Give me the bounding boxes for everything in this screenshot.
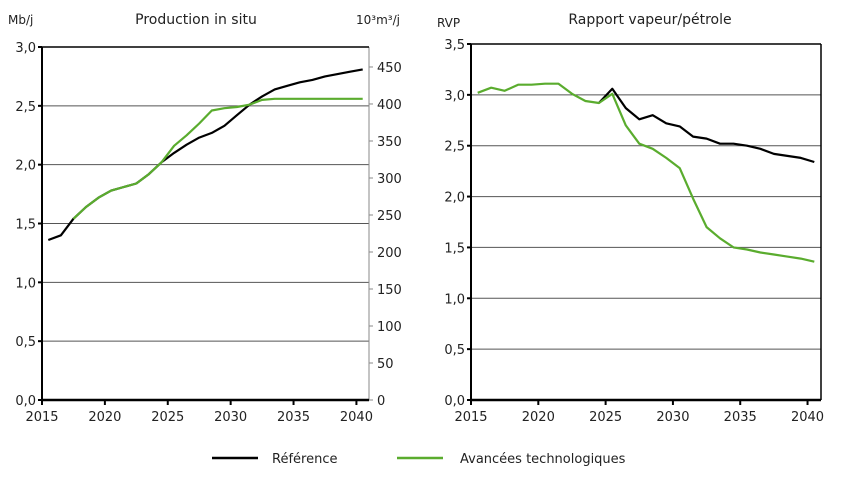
- x-tick-label: 2035: [277, 410, 310, 425]
- series-line-reference: [47, 68, 363, 242]
- chart-0: 0,0 0,5 1,0 1,5 2,0 2,5 3,0 0 50 100 150 200 250 300 3…: [15, 41, 402, 425]
- y-tick-label: 2,0: [444, 191, 465, 206]
- series-line-reference: [598, 87, 815, 164]
- y-tick-label: 0,0: [15, 394, 36, 409]
- y-tick-label: 0,5: [15, 335, 36, 350]
- right-y-axis-label: RVP: [437, 16, 460, 30]
- y-tick-label: 1,5: [444, 241, 465, 256]
- y-tick-label: 2,5: [15, 100, 36, 115]
- legend-label-reference: Référence: [272, 452, 337, 467]
- x-tick-label: 2020: [88, 410, 121, 425]
- series-line-avancees: [72, 97, 363, 220]
- y2-tick-label: 0: [377, 394, 385, 409]
- x-tick-label: 2030: [214, 410, 247, 425]
- y-tick-label: 2,0: [15, 159, 36, 174]
- y-tick-label: 3,5: [444, 38, 465, 53]
- y-tick-label: 0,0: [444, 394, 465, 409]
- y-tick-label: 3,0: [15, 41, 36, 56]
- y2-tick-label: 50: [377, 357, 394, 372]
- x-tick-label: 2015: [454, 410, 487, 425]
- y2-tick-label: 450: [377, 61, 402, 76]
- x-tick-label: 2015: [25, 410, 58, 425]
- series-line-avancees: [477, 82, 815, 263]
- x-tick-label: 2025: [589, 410, 622, 425]
- y2-tick-label: 150: [377, 283, 402, 298]
- x-tick-label: 2030: [656, 410, 689, 425]
- legend-label-avancees: Avancées technologiques: [460, 452, 626, 467]
- y2-tick-label: 200: [377, 246, 402, 261]
- chart-1: 0,0 0,5 1,0 1,5 2,0 2,5 3,0 3,5 2015 2020 2025 2030…: [444, 38, 824, 425]
- x-tick-label: 2035: [724, 410, 757, 425]
- y2-tick-label: 250: [377, 209, 402, 224]
- left-chart-title: Production in situ: [135, 12, 257, 28]
- y2-tick-label: 400: [377, 98, 402, 113]
- left-y-axis-label: Mb/j: [8, 13, 33, 27]
- x-tick-label: 2040: [791, 410, 824, 425]
- y-tick-label: 1,0: [444, 292, 465, 307]
- y2-tick-label: 100: [377, 320, 402, 335]
- right-chart-title: Rapport vapeur/pétrole: [568, 12, 731, 28]
- left-y2-axis-label: 10³m³/j: [356, 13, 400, 27]
- y2-tick-label: 300: [377, 172, 402, 187]
- y-tick-label: 1,0: [15, 276, 36, 291]
- y-tick-label: 1,5: [15, 218, 36, 233]
- x-tick-label: 2020: [522, 410, 555, 425]
- y2-tick-label: 350: [377, 135, 402, 150]
- legend: Référence Avancées technologiques: [212, 452, 626, 467]
- y-tick-label: 3,0: [444, 89, 465, 104]
- x-tick-label: 2040: [340, 410, 373, 425]
- x-tick-label: 2025: [151, 410, 184, 425]
- y-tick-label: 2,5: [444, 140, 465, 155]
- y-tick-label: 0,5: [444, 343, 465, 358]
